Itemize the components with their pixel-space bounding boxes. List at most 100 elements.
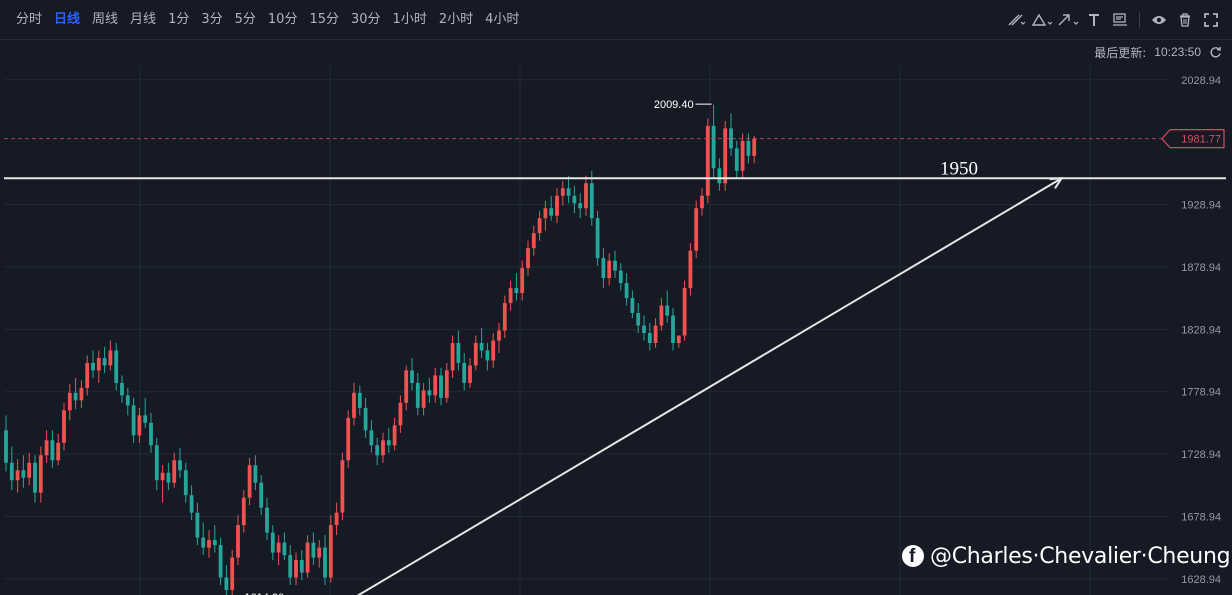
timeframe-tab[interactable]: 5分 <box>234 12 256 27</box>
line-tool-icon[interactable] <box>1005 9 1027 31</box>
candle-body <box>607 260 612 279</box>
candle-body <box>125 395 130 406</box>
refresh-icon[interactable] <box>1209 46 1222 59</box>
candle-body <box>340 460 345 513</box>
candle-body <box>195 512 200 538</box>
triangle-tool-icon[interactable] <box>1031 9 1053 31</box>
timeframe-tab[interactable]: 日线 <box>54 12 81 27</box>
candle-body <box>711 125 716 169</box>
arrow-tool-icon[interactable] <box>1057 9 1079 31</box>
text-tool-icon[interactable] <box>1083 9 1105 31</box>
candle-body <box>172 460 177 483</box>
candle-body <box>96 357 101 371</box>
candle-body <box>630 298 635 314</box>
price-tick-label: 1878.94 <box>1181 262 1221 274</box>
candle-body <box>682 288 687 336</box>
candle-body <box>62 410 66 443</box>
candle-body <box>433 375 438 396</box>
candle-body <box>636 313 641 326</box>
candle-body <box>230 557 235 591</box>
level-label: 1950 <box>940 158 978 179</box>
timeframe-tab[interactable]: 3分 <box>201 12 223 27</box>
candle-body <box>212 540 217 546</box>
price-tick-label: 2028.94 <box>1181 75 1221 87</box>
candle-body <box>560 188 565 196</box>
candle-body <box>520 268 525 294</box>
candle-body <box>357 392 362 408</box>
candle-body <box>323 547 327 578</box>
trash-icon[interactable] <box>1174 9 1196 31</box>
candle-body <box>543 208 548 219</box>
candle-body <box>288 555 293 578</box>
candle-body <box>166 472 171 483</box>
candle-body <box>131 405 136 436</box>
candle-body <box>537 218 542 234</box>
candle-body <box>282 542 287 556</box>
candle-body <box>618 270 623 284</box>
candle-body <box>102 357 107 366</box>
candle-body <box>79 387 84 401</box>
candle-body <box>44 440 49 456</box>
candle-body <box>56 442 61 461</box>
price-tick-label: 1828.94 <box>1181 324 1221 336</box>
candle-body <box>485 350 490 361</box>
candle-body <box>224 577 229 591</box>
candle-body <box>450 342 455 371</box>
candle-body <box>265 507 269 533</box>
candle-body <box>149 422 153 446</box>
trendline-arrowhead <box>1049 177 1064 189</box>
candle-body <box>38 455 43 493</box>
price-tick-label: 1778.94 <box>1181 387 1221 399</box>
note-tool-icon[interactable] <box>1109 9 1131 31</box>
candle-body <box>33 462 37 493</box>
candle-body <box>247 465 252 498</box>
candle-body <box>676 335 681 343</box>
candle-body <box>21 470 26 478</box>
candle-body <box>566 188 571 196</box>
candle-body <box>108 350 113 366</box>
timeframe-tab[interactable]: 分时 <box>16 12 43 27</box>
eye-icon[interactable] <box>1148 9 1170 31</box>
timeframe-tab[interactable]: 月线 <box>130 12 157 27</box>
candle-body <box>369 430 374 446</box>
candle-body <box>207 540 211 548</box>
current-price-tag <box>1161 129 1225 149</box>
candle-body <box>398 402 403 426</box>
candle-body <box>456 342 461 363</box>
candle-body <box>729 128 733 149</box>
candle-body <box>427 390 432 396</box>
candle-body <box>183 470 188 496</box>
candle-body <box>386 440 391 446</box>
candle-body <box>578 203 583 209</box>
toolbar-divider <box>1139 12 1140 28</box>
candle-body <box>178 460 182 471</box>
candle-body <box>491 340 496 361</box>
candle-body <box>50 440 55 461</box>
timeframe-tab[interactable]: 2小时 <box>438 12 474 27</box>
price-tick-label: 1928.94 <box>1181 200 1221 212</box>
candle-body <box>73 392 78 401</box>
candle-body <box>363 407 368 431</box>
candle-body <box>555 195 559 216</box>
candle-body <box>723 128 728 184</box>
timeframe-tab[interactable]: 15分 <box>309 12 339 27</box>
candle-body <box>665 305 670 316</box>
candle-body <box>584 183 588 209</box>
last-update-label: 最后更新: <box>1094 45 1147 60</box>
candle-body <box>334 512 339 526</box>
candle-body <box>462 362 467 383</box>
candle-body <box>688 250 693 289</box>
timeframe-tab[interactable]: 1分 <box>168 12 190 27</box>
timeframe-tab[interactable]: 4小时 <box>485 12 520 27</box>
candle-body <box>4 430 8 463</box>
timeframe-tab[interactable]: 周线 <box>92 12 119 27</box>
timeframe-tab[interactable]: 1小时 <box>392 12 427 27</box>
fullscreen-icon[interactable] <box>1200 9 1222 31</box>
chart-grid <box>4 66 1170 595</box>
candle-body <box>189 495 194 513</box>
timeframe-tab[interactable]: 30分 <box>351 12 381 27</box>
candle-body <box>549 208 554 216</box>
timeframe-tab[interactable]: 10分 <box>267 12 298 27</box>
candle-body <box>595 218 600 259</box>
